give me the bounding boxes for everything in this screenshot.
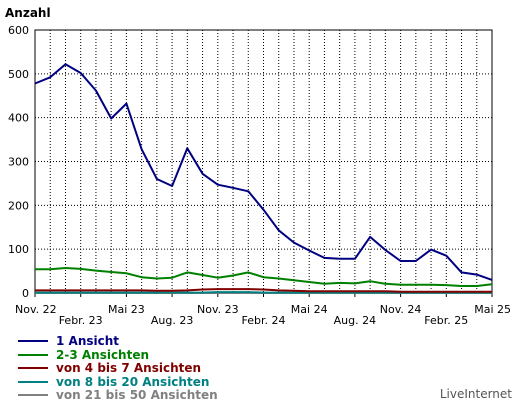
x-tick-label: Nov. 22 <box>15 303 57 316</box>
x-tick-label: Aug. 24 <box>334 314 376 327</box>
x-tick-label: Mai 25 <box>474 303 511 316</box>
y-tick-label: 0 <box>22 287 29 300</box>
x-tick-label: Aug. 23 <box>151 314 193 327</box>
legend-label: 2-3 Ansichten <box>56 347 150 362</box>
x-tick-label: Mai 24 <box>291 303 328 316</box>
x-tick-label: Febr. 24 <box>242 314 286 327</box>
legend-swatch <box>18 340 48 342</box>
x-tick-label: Febr. 23 <box>59 314 103 327</box>
legend-label: von 21 bis 50 Ansichten <box>56 388 218 402</box>
series-line-3 <box>35 288 492 293</box>
y-axis-title: Anzahl <box>5 6 51 20</box>
y-tick-label: 200 <box>8 199 29 212</box>
x-tick-label: Febr. 25 <box>424 314 468 327</box>
y-tick-label: 300 <box>8 156 29 169</box>
legend-swatch <box>18 353 48 356</box>
series-line-1 <box>34 63 493 281</box>
y-tick-label: 500 <box>8 68 29 81</box>
x-tick-label: Mai 23 <box>108 303 145 316</box>
series-line-2 <box>35 267 493 287</box>
y-tick-label: 600 <box>8 24 29 37</box>
legend-swatch <box>18 380 48 383</box>
y-tick-label: 100 <box>8 243 29 256</box>
legend-swatch <box>18 367 48 369</box>
watermark: LiveInternet <box>439 387 512 401</box>
legend-label: 1 Ansicht <box>56 334 120 348</box>
x-tick-label: Nov. 24 <box>380 303 422 316</box>
legend-label: von 4 bis 7 Ansichten <box>56 361 202 375</box>
legend-label: von 8 bis 20 Ansichten <box>56 374 210 389</box>
legend-swatch <box>18 394 48 396</box>
y-tick-label: 400 <box>8 112 29 125</box>
x-tick-label: Nov. 23 <box>197 303 239 316</box>
